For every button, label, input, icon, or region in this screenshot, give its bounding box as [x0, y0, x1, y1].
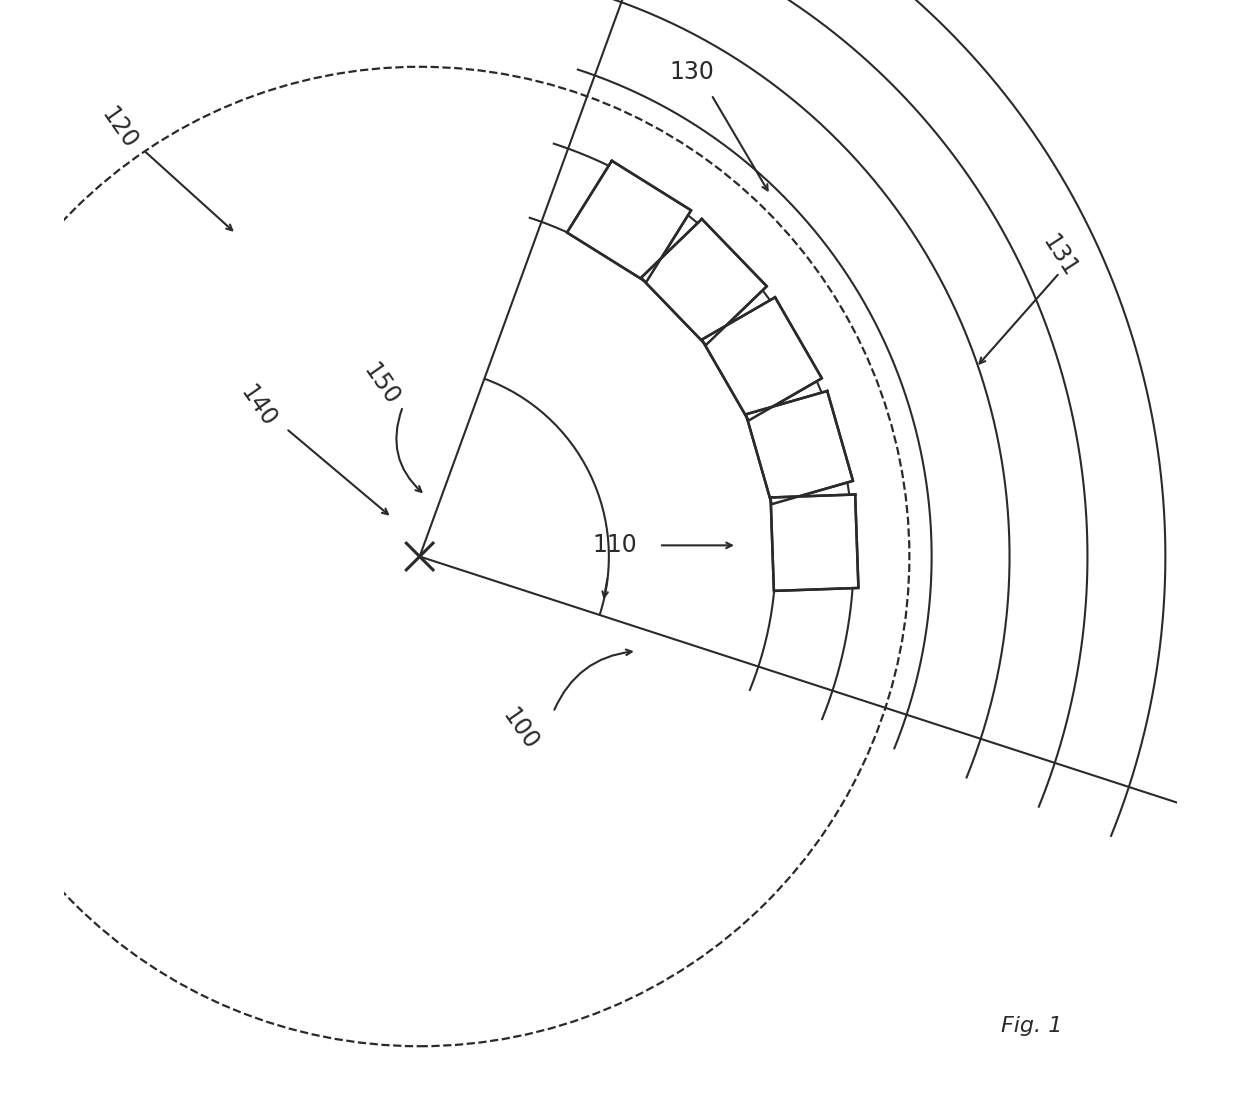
Polygon shape	[746, 391, 853, 504]
Polygon shape	[702, 297, 822, 421]
Polygon shape	[567, 160, 691, 282]
Text: Fig. 1: Fig. 1	[1001, 1016, 1063, 1036]
Text: 140: 140	[236, 381, 281, 432]
Text: 120: 120	[97, 102, 141, 154]
Text: 130: 130	[670, 60, 714, 85]
Text: 131: 131	[1038, 230, 1081, 282]
Polygon shape	[770, 494, 858, 591]
Text: 110: 110	[591, 533, 637, 558]
Text: 100: 100	[497, 703, 543, 755]
Text: 150: 150	[358, 358, 403, 410]
Polygon shape	[641, 219, 766, 345]
